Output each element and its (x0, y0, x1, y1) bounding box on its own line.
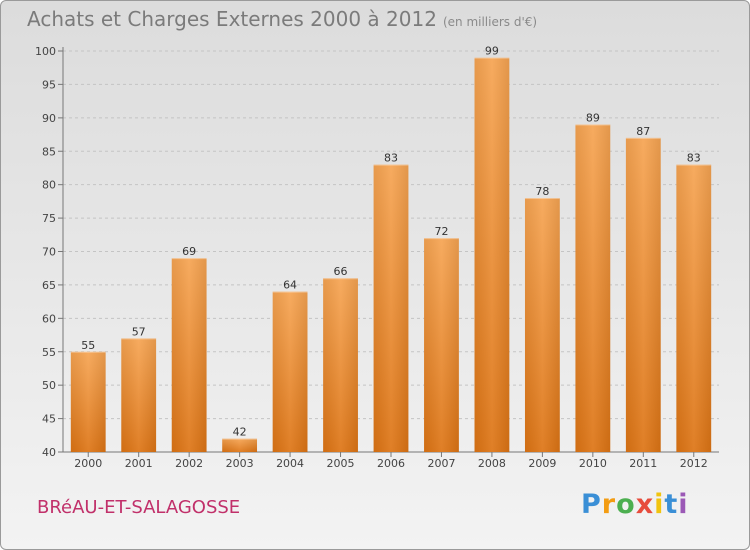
bar-shade (171, 258, 207, 452)
bar-value-label: 83 (384, 152, 398, 165)
x-tick-label: 2006 (377, 457, 405, 470)
bar-shade (272, 291, 308, 452)
logo-letter: i (654, 489, 665, 520)
x-tick-label: 2011 (629, 457, 657, 470)
bar-value-label: 89 (586, 112, 600, 125)
y-tick-label: 95 (42, 78, 56, 91)
x-tick-label: 2005 (327, 457, 355, 470)
bar-value-label: 72 (434, 225, 448, 238)
bar-value-label: 87 (636, 125, 650, 138)
y-tick-label: 70 (42, 246, 56, 259)
x-tick-label: 2003 (226, 457, 254, 470)
bar-shade (524, 198, 560, 452)
bar-value-label: 83 (687, 152, 701, 165)
y-tick-label: 80 (42, 179, 56, 192)
x-tick-label: 2000 (74, 457, 102, 470)
logo-letter: P (581, 489, 602, 520)
bar-value-label: 66 (334, 265, 348, 278)
chart-title-text: Achats et Charges Externes 2000 à 2012 (27, 7, 437, 31)
axes: 40 45 50 55 60 65 70 75 80 85 90 95 100 2000 2001 2002 2… (35, 45, 719, 470)
y-tick-label: 45 (42, 413, 56, 426)
x-tick-label: 2010 (579, 457, 607, 470)
bars (70, 57, 712, 453)
bar-value-label: 99 (485, 45, 499, 58)
logo-letter: i (678, 489, 689, 520)
chart-title: Achats et Charges Externes 2000 à 2012 (e… (27, 7, 537, 31)
y-tick-label: 55 (42, 346, 56, 359)
y-tick-label: 85 (42, 145, 56, 158)
bar-value-label: 78 (535, 185, 549, 198)
bar-value-label: 57 (132, 325, 146, 338)
y-tick-label: 100 (35, 45, 56, 58)
bar-value-label: 64 (283, 279, 297, 292)
x-tick-label: 2012 (680, 457, 708, 470)
bar-shade (474, 57, 510, 452)
x-tick-label: 2004 (276, 457, 304, 470)
chart-unit: (en milliers d'€) (442, 15, 538, 29)
logo-letter: o (616, 489, 636, 520)
bar-value-label: 42 (233, 426, 247, 439)
bar-shade (373, 164, 409, 452)
y-tick-label: 75 (42, 212, 56, 225)
y-tick-label: 65 (42, 279, 56, 292)
bar-value-label: 55 (81, 339, 95, 352)
y-tick-label: 50 (42, 379, 56, 392)
bar-value-label: 69 (182, 245, 196, 258)
x-tick-label: 2002 (175, 457, 203, 470)
y-tick-label: 60 (42, 312, 56, 325)
bar-shade (424, 238, 459, 452)
proxiti-logo[interactable]: Proxiti (581, 489, 689, 520)
x-tick-label: 2009 (528, 457, 556, 470)
bar-shade (676, 164, 712, 452)
y-tick-label: 90 (42, 112, 56, 125)
x-tick-label: 2008 (478, 457, 506, 470)
y-tick-label: 40 (42, 446, 56, 459)
bar-shade (575, 124, 611, 453)
bar-shade (625, 137, 661, 452)
logo-letter: t (664, 489, 679, 520)
x-tick-label: 2007 (427, 457, 455, 470)
bar-shade (323, 278, 358, 452)
x-tick-label: 2001 (125, 457, 153, 470)
bar-shade (222, 438, 258, 452)
logo-letter: r (601, 489, 617, 520)
bar-shade (121, 338, 157, 452)
logo-letter: x (635, 489, 655, 520)
data-labels: 55 57 69 42 64 66 83 72 99 78 89 87 83 (81, 45, 701, 439)
commune-name: BRéAU-ET-SALAGOSSE (37, 497, 241, 518)
bar-shade (70, 351, 106, 452)
